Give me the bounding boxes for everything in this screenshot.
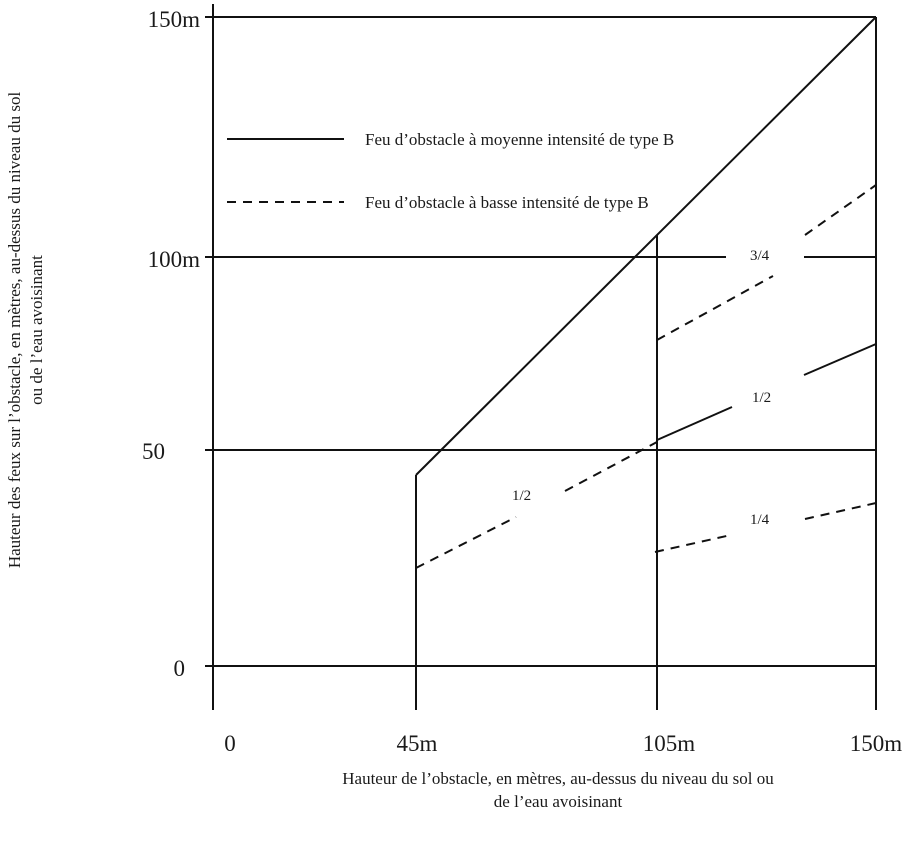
low-three-quarter-a xyxy=(656,275,774,341)
medium-diagonal xyxy=(415,16,877,476)
y-tick-150: 150m xyxy=(148,7,201,32)
y-axis-title-line1: Hauteur des feux sur l’obstacle, en mètr… xyxy=(5,92,24,569)
medium-half-a xyxy=(656,406,733,441)
x-axis-title-line2: de l’eau avoisinant xyxy=(494,792,623,811)
x-tick-45: 45m xyxy=(397,731,438,756)
label-half-upper: 1/2 xyxy=(752,390,771,406)
legend-dashed-label: Feu d’obstacle à basse intensité de type… xyxy=(365,193,649,212)
label-three-quarter: 3/4 xyxy=(750,248,770,264)
y-tick-100: 100m xyxy=(148,247,201,272)
x-tick-150: 150m xyxy=(850,731,903,756)
y-tick-0: 0 xyxy=(174,656,186,681)
label-half-lower: 1/2 xyxy=(512,488,531,504)
label-quarter: 1/4 xyxy=(750,512,770,528)
y-axis-title: Hauteur des feux sur l’obstacle, en mètr… xyxy=(5,92,46,569)
low-half-a xyxy=(415,516,517,569)
low-quarter-b xyxy=(804,502,877,520)
legend-solid-label: Feu d’obstacle à moyenne intensité de ty… xyxy=(365,130,674,149)
y-axis-title-line2: ou de l’eau avoisinant xyxy=(27,255,46,405)
x-tick-105: 105m xyxy=(643,731,696,756)
x-axis-title-line1: Hauteur de l’obstacle, en mètres, au-des… xyxy=(342,769,774,788)
low-half-b xyxy=(564,441,658,492)
low-quarter-a xyxy=(654,534,732,553)
x-tick-0: 0 xyxy=(224,731,236,756)
medium-half-b xyxy=(803,343,877,376)
low-three-quarter-b xyxy=(804,184,877,236)
y-tick-50: 50 xyxy=(142,439,165,464)
